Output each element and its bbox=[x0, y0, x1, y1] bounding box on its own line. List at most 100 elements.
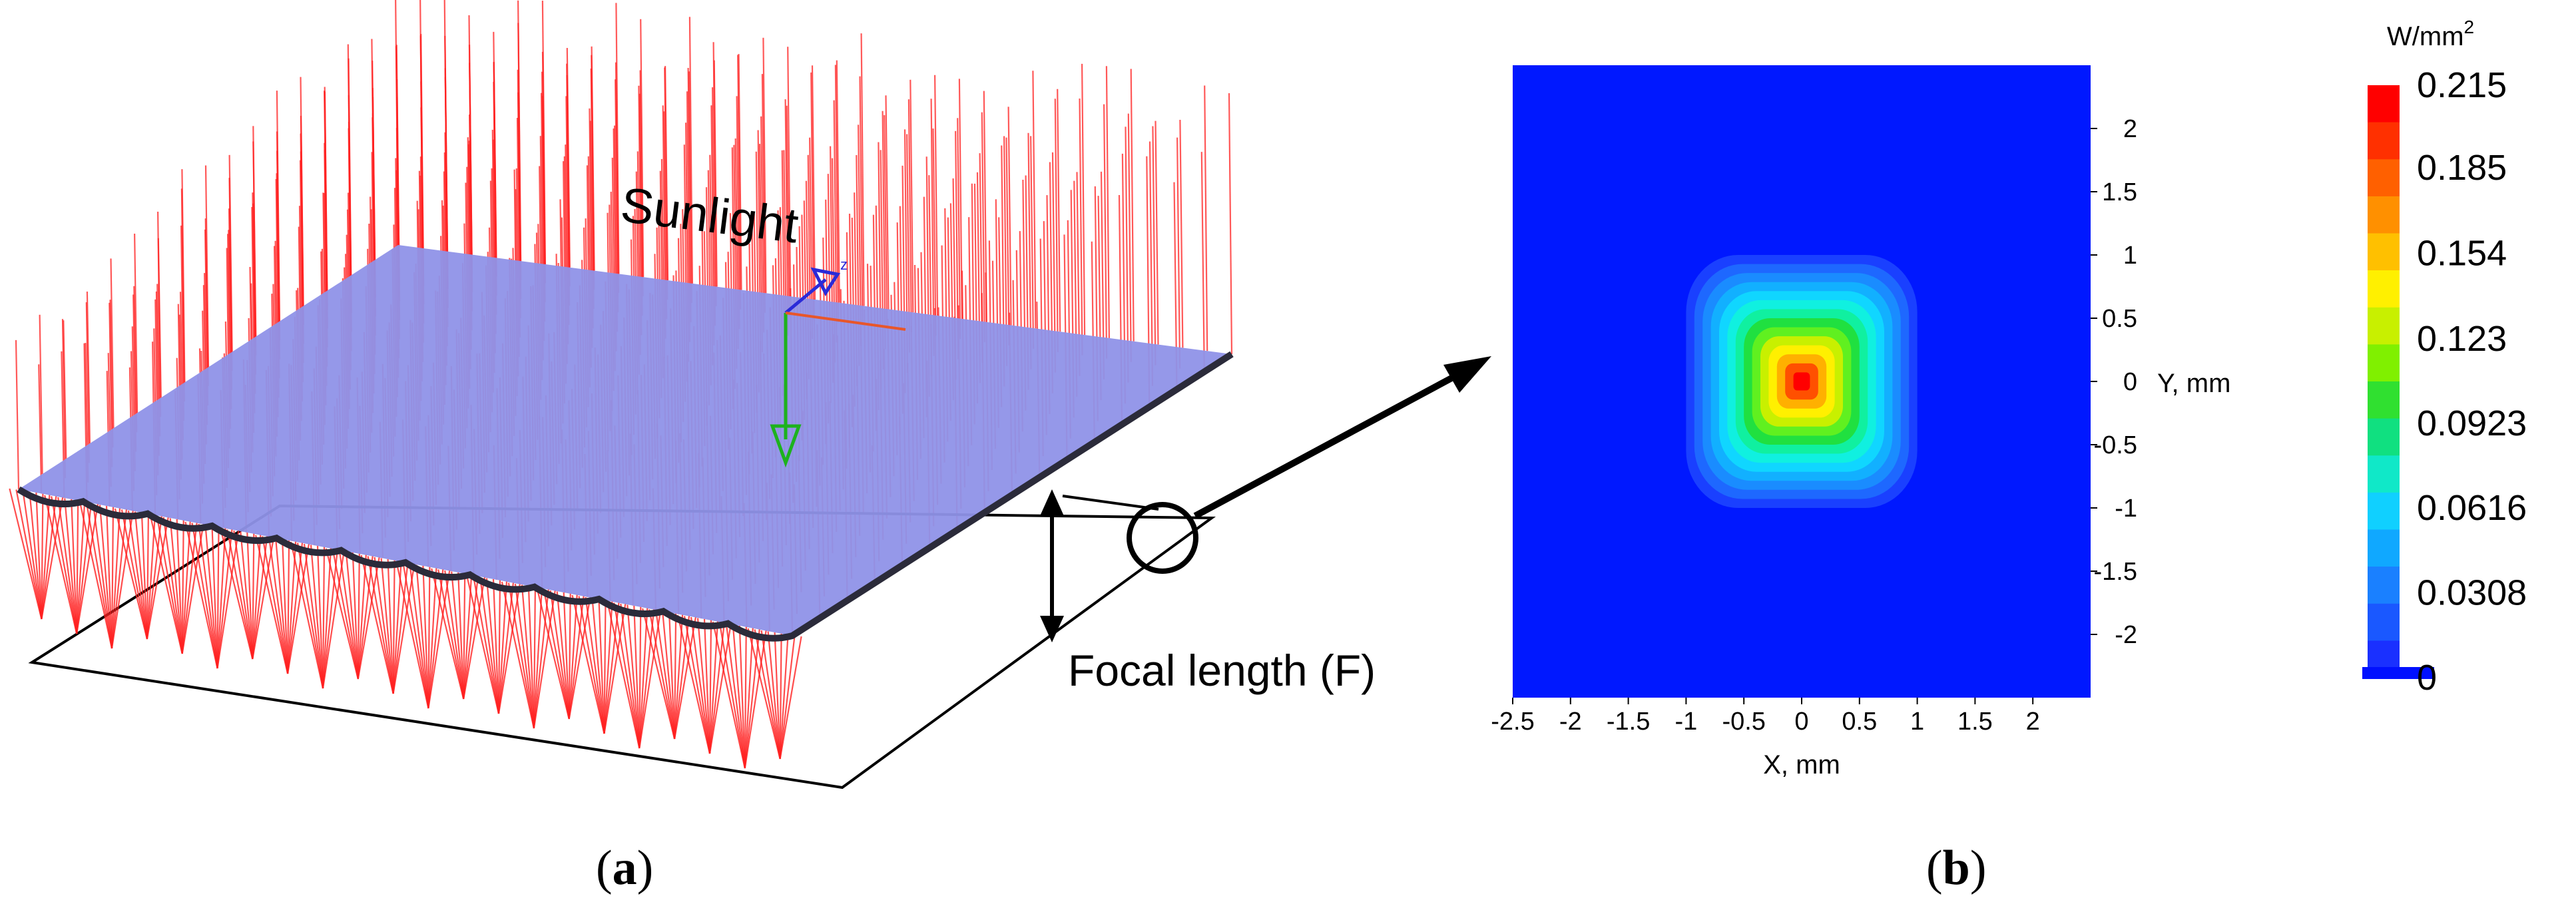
focused-ray bbox=[380, 558, 394, 694]
focused-ray bbox=[22, 490, 43, 620]
focused-ray bbox=[357, 553, 360, 680]
focused-ray bbox=[533, 589, 556, 729]
focused-ray bbox=[322, 549, 339, 689]
focused-ray bbox=[198, 523, 218, 669]
focused-ray bbox=[696, 618, 711, 754]
focused-ray bbox=[708, 622, 726, 754]
focused-ray bbox=[287, 540, 290, 674]
focused-ray bbox=[674, 614, 684, 740]
focused-ray bbox=[427, 567, 431, 709]
y-tick-label: 0 bbox=[2123, 368, 2137, 396]
focused-ray bbox=[282, 539, 289, 674]
focused-ray bbox=[463, 574, 473, 700]
focused-ray bbox=[395, 561, 429, 709]
focused-ray bbox=[41, 494, 51, 620]
focused-ray bbox=[181, 523, 204, 654]
focused-ray bbox=[639, 607, 648, 749]
focused-ray bbox=[738, 625, 746, 769]
x-tick-label: 0 bbox=[1794, 708, 1808, 736]
focused-ray bbox=[111, 507, 115, 649]
focal-plane bbox=[28, 504, 1216, 790]
colorbar-label: 0.0616 bbox=[2417, 488, 2527, 528]
colorbar-label: 0.0308 bbox=[2417, 573, 2527, 613]
colorbar-label: 0 bbox=[2417, 658, 2437, 698]
focused-ray bbox=[690, 616, 711, 754]
focused-ray bbox=[712, 621, 746, 769]
sunlight-ray bbox=[737, 55, 742, 310]
focused-ray bbox=[422, 565, 429, 709]
x-tick-label: 2 bbox=[2026, 708, 2040, 736]
focused-ray bbox=[779, 633, 782, 760]
sunlight-ray bbox=[811, 65, 816, 300]
focused-ray bbox=[501, 581, 535, 729]
focused-ray bbox=[507, 582, 535, 729]
sunlight-ray bbox=[1005, 137, 1010, 346]
colorbar-label: 0.154 bbox=[2417, 234, 2507, 274]
colorbar-step bbox=[2368, 159, 2400, 197]
focused-ray bbox=[275, 538, 289, 674]
focused-ray bbox=[252, 533, 255, 660]
sunlight-ray bbox=[1103, 104, 1108, 359]
focused-ray bbox=[156, 516, 183, 654]
x-tick-label: -1 bbox=[1675, 708, 1698, 736]
focused-ray bbox=[92, 503, 113, 649]
y-tick-label: -1.5 bbox=[2094, 558, 2137, 586]
focused-ray bbox=[585, 596, 605, 734]
focused-ray bbox=[76, 503, 99, 634]
sunlight-ray bbox=[63, 320, 67, 459]
focused-ray bbox=[603, 600, 613, 734]
focused-ray bbox=[233, 530, 254, 660]
focused-ray bbox=[105, 505, 113, 649]
panel-a: z Sunlight Focal length (F) bbox=[9, 0, 1491, 790]
focused-ray bbox=[9, 488, 43, 620]
sunlight-ray bbox=[1130, 69, 1135, 342]
focused-ray bbox=[99, 505, 113, 649]
sunlight-ray bbox=[836, 60, 840, 303]
focused-ray bbox=[255, 535, 289, 674]
irradiance-map bbox=[1686, 255, 1918, 508]
focused-ray bbox=[568, 595, 585, 720]
focused-ray bbox=[613, 602, 641, 749]
colorbar-step bbox=[2368, 344, 2400, 382]
focal-length-label: Focal length (F) bbox=[1068, 646, 1376, 695]
focused-ray bbox=[451, 571, 465, 700]
focused-ray bbox=[303, 543, 324, 689]
focused-ray bbox=[127, 510, 148, 640]
focused-ray bbox=[338, 550, 359, 680]
sunlight-ray bbox=[1057, 89, 1061, 332]
focused-ray bbox=[211, 525, 218, 669]
focused-ray bbox=[744, 629, 767, 769]
y-tick-label: -1 bbox=[2115, 495, 2137, 523]
focused-ray bbox=[497, 580, 501, 714]
focused-ray bbox=[41, 495, 57, 620]
focused-ray bbox=[246, 532, 254, 660]
y-tick-label: -0.5 bbox=[2094, 431, 2137, 459]
focused-ray bbox=[674, 613, 677, 740]
focused-ray bbox=[578, 596, 605, 734]
sunlight-ray bbox=[1228, 93, 1233, 355]
focused-ray bbox=[71, 499, 78, 634]
focused-ray bbox=[181, 520, 184, 654]
sunlight-ray bbox=[810, 72, 815, 320]
x-tick-label: 0.5 bbox=[1842, 708, 1877, 736]
focused-ray bbox=[639, 609, 662, 749]
focused-ray bbox=[392, 563, 415, 694]
focused-ray bbox=[252, 535, 268, 660]
sunlight-ray bbox=[712, 42, 717, 306]
focused-ray bbox=[779, 636, 802, 760]
focused-ray bbox=[114, 508, 148, 640]
focused-ray bbox=[744, 628, 760, 769]
focused-ray bbox=[774, 632, 781, 760]
focused-ray bbox=[44, 495, 78, 634]
focused-ray bbox=[392, 562, 409, 694]
focused-ray bbox=[568, 596, 591, 720]
zoom-arrow bbox=[1193, 369, 1463, 519]
colorbar-label: 0.0923 bbox=[2417, 403, 2527, 443]
x-tick-label: -2 bbox=[1559, 708, 1582, 736]
sunlight-ray bbox=[762, 37, 767, 294]
colorbar-step bbox=[2368, 270, 2400, 308]
focused-ray bbox=[181, 521, 191, 654]
colorbar-step bbox=[2368, 381, 2400, 419]
sunlight-ray bbox=[1125, 126, 1129, 383]
